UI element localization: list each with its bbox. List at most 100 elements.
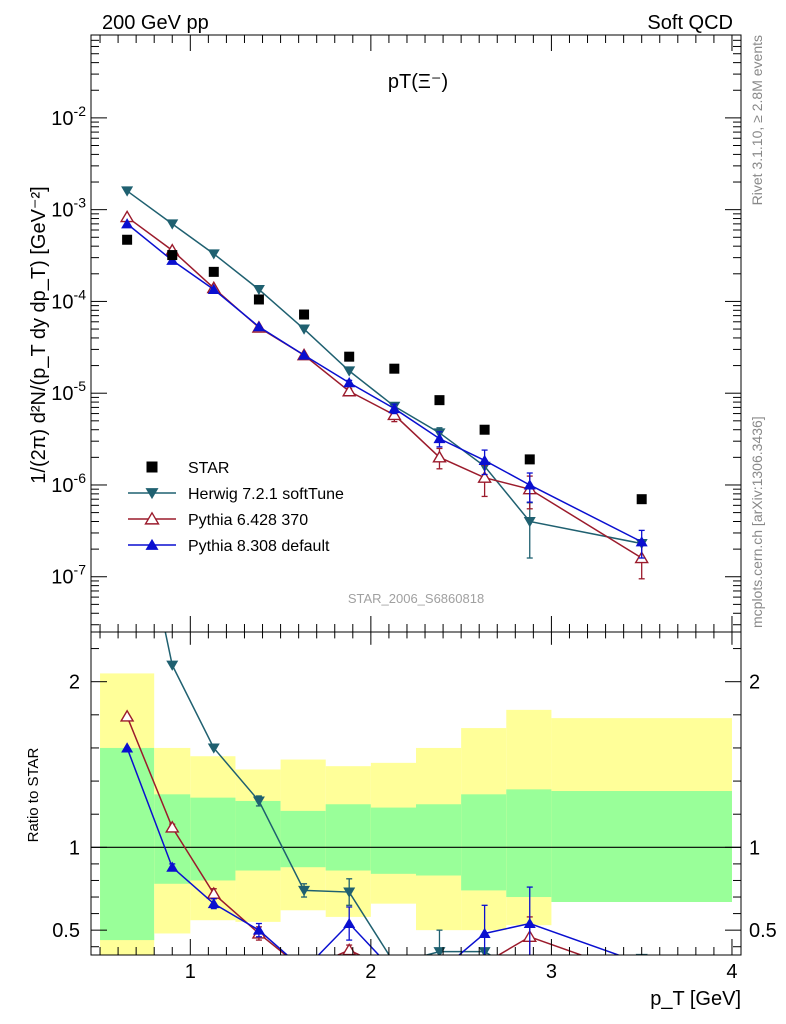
pythia8-ratio-point	[433, 966, 445, 976]
inner-band-bin	[235, 800, 281, 871]
pythia8-ratio-point	[478, 927, 491, 938]
y-tick-label: 10-2	[51, 103, 86, 130]
star-point	[208, 266, 219, 277]
pythia8-ratio-point	[121, 742, 134, 753]
ratio-tick-label-left: 2	[69, 672, 80, 694]
legend: STAR Herwig 7.2.1 softTune Pythia 6.428 37…	[128, 460, 344, 555]
pythia8-ratio-point	[388, 966, 400, 976]
herwig-ratio-point	[388, 959, 400, 969]
inner-band-bin	[461, 794, 507, 891]
pythia6-point	[477, 470, 492, 483]
pythia8-ratio-point	[252, 924, 265, 935]
herwig-ratio-point	[343, 887, 356, 898]
ratio-tick-label-left: 0.5	[52, 920, 80, 942]
ratio-series	[119, 445, 648, 984]
y-tick-label: 10-7	[51, 562, 86, 589]
star-point	[167, 250, 178, 261]
legend-label: Herwig 7.2.1 softTune	[188, 486, 344, 503]
inner-band-bin	[190, 797, 236, 881]
legend-label: Pythia 8.308 default	[188, 538, 330, 555]
pythia6-line	[126, 216, 643, 559]
y-tick-label: 10-3	[51, 195, 86, 222]
pythia6-ratio-point	[433, 968, 445, 978]
herwig-point	[166, 219, 179, 230]
herwig-ratio-point	[207, 743, 220, 754]
pythia8-point	[478, 454, 491, 465]
pythia8-point	[433, 432, 446, 444]
legend-marker	[144, 511, 160, 525]
y-tick-label: 10-4	[51, 286, 86, 313]
pythia6-point	[341, 384, 357, 397]
ratio-uncertainty-bands	[91, 673, 741, 955]
pythia8-ratio-point	[166, 861, 179, 872]
y-tick-label: 10-6	[51, 470, 86, 497]
herwig-ratio-point	[298, 885, 311, 897]
star-point	[524, 454, 535, 465]
herwig-point	[252, 284, 265, 296]
pythia6-ratio-point	[388, 966, 400, 976]
pythia8-point	[121, 218, 134, 229]
pythia8-ratio-point	[343, 917, 356, 929]
pythia8-ratio-point	[207, 897, 220, 909]
ratio-plot-frame	[90, 631, 742, 956]
star-point	[434, 395, 445, 406]
x-tick-label: 2	[365, 961, 376, 983]
pythia6-point	[387, 407, 402, 421]
herwig-point	[298, 324, 311, 335]
axes: 1 2 3 4 10-7 10-6 10-5 10-4 10-3 10-2 0.5 0.5 1 1 2 2	[51, 34, 777, 983]
analysis-id: STAR_2006_S6860818	[348, 591, 484, 606]
legend-label: STAR	[188, 460, 229, 477]
herwig-ratio-point	[433, 947, 446, 955]
legend-marker	[145, 538, 159, 550]
plot-title: pT(Ξ⁻)	[388, 71, 448, 93]
pythia6-ratio-point	[636, 971, 648, 981]
herwig-ratio-point	[121, 445, 133, 455]
pythia6-ratio-point	[119, 709, 135, 722]
ratio-tick-label-left: 1	[69, 837, 80, 859]
pythia8-point	[343, 377, 356, 388]
herwig-ratio-point	[252, 796, 265, 807]
pythia6-ratio-point	[342, 942, 357, 955]
header-left: 200 GeV pp	[102, 12, 209, 34]
pythia6-ratio-point	[479, 958, 491, 968]
x-tick-label: 4	[726, 961, 737, 983]
x-tick-label: 3	[546, 961, 557, 983]
pythia6-ratio-point	[298, 964, 310, 974]
herwig-ratio-point	[524, 974, 536, 984]
star-point	[389, 363, 400, 374]
inner-band-bin	[100, 747, 155, 941]
pythia8-point	[298, 349, 311, 360]
star-point	[636, 494, 647, 505]
pythia6-point	[432, 450, 447, 463]
herwig-ratio-point	[166, 660, 179, 671]
herwig-point	[121, 186, 134, 197]
inner-band-bin	[551, 791, 732, 902]
x-axis-label: p_T [GeV]	[650, 988, 741, 1010]
herwig-point	[343, 366, 356, 377]
ratio-tick-label-right: 2	[749, 672, 760, 694]
star-point	[344, 351, 355, 362]
inner-band-bin	[325, 804, 371, 871]
pythia8-ratio-point	[636, 958, 648, 968]
y-tick-label: 10-5	[51, 378, 86, 405]
pythia8-point	[207, 283, 220, 294]
ratio-axis-label: Ratio to STAR	[25, 747, 42, 842]
rivet-label: Rivet 3.1.10, ≥ 2.8M events	[749, 35, 765, 205]
inner-band-bin	[506, 789, 552, 898]
inner-band-bin	[370, 807, 416, 874]
pythia8-ratio-point	[298, 964, 310, 974]
mcplots-label: mcplots.cern.ch [arXiv:1306.3436]	[749, 416, 765, 628]
legend-marker	[145, 488, 159, 500]
inner-band-bin	[416, 804, 462, 876]
star-point	[122, 234, 133, 245]
legend-marker	[146, 461, 158, 473]
ratio-tick-label-right: 0.5	[749, 920, 777, 942]
star-point	[253, 294, 264, 305]
legend-label: Pythia 6.428 370	[188, 512, 308, 529]
pythia8-point	[523, 479, 536, 490]
herwig-point	[207, 249, 220, 260]
ratio-tick-label-right: 1	[749, 837, 760, 859]
star-point	[299, 309, 310, 320]
pythia6-ratio-point	[165, 820, 180, 833]
